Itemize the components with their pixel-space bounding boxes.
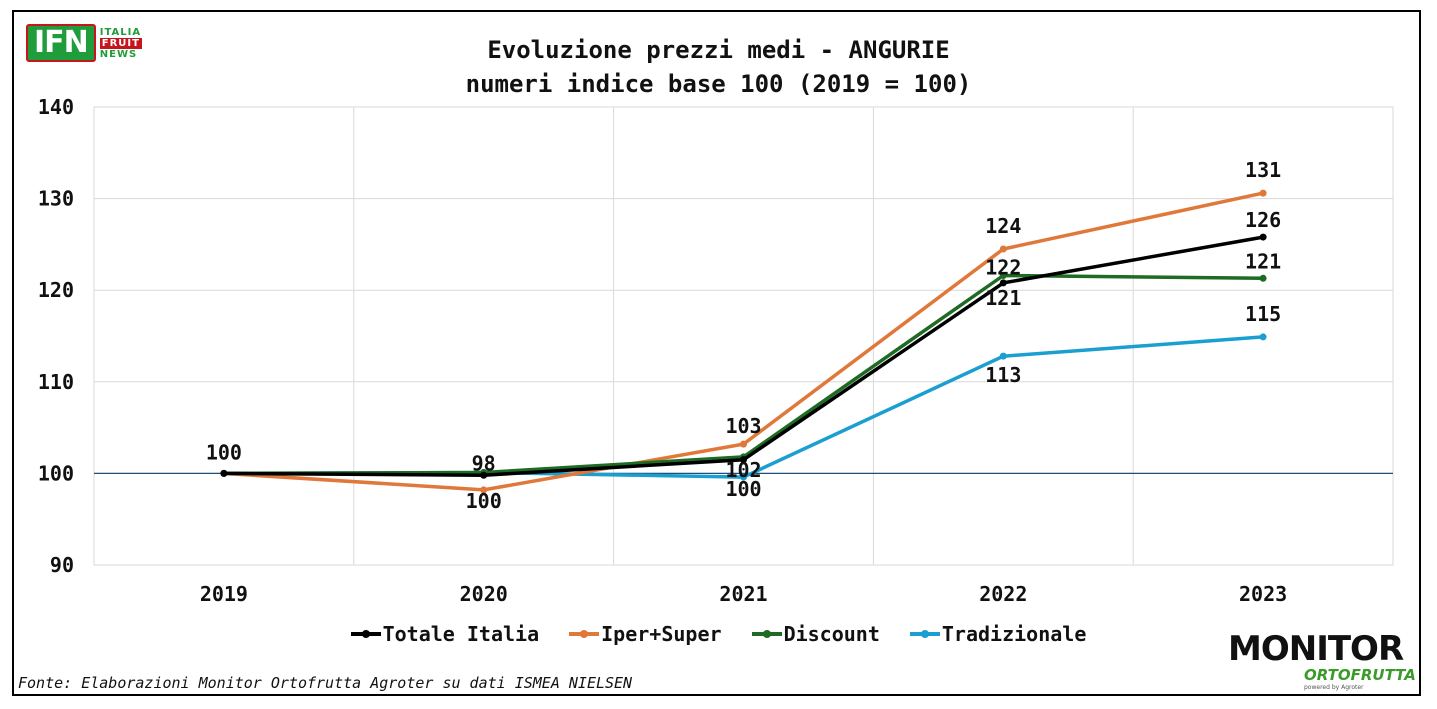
monitor-logo-subtitle: ORTOFRUTTA: [1304, 666, 1416, 684]
y-tick-label-100: 100: [38, 461, 74, 485]
point-discount-2022: [999, 272, 1007, 280]
legend-item-tradizionale: Tradizionale: [909, 622, 1087, 646]
point-totale-italia-2019: [220, 469, 228, 477]
data-label-tradizionale-2022: 113: [985, 363, 1021, 387]
source-note: Fonte: Elaborazioni Monitor Ortofrutta A…: [18, 674, 633, 692]
y-tick-label-120: 120: [38, 278, 74, 302]
legend-item-totale-italia: Totale Italia: [350, 622, 540, 646]
point-iper-super-2022: [999, 245, 1007, 253]
x-tick-label-2022: 2022: [979, 582, 1027, 606]
x-tick-label-2023: 2023: [1239, 582, 1287, 606]
data-label-iper-super-2023: 131: [1245, 158, 1281, 182]
data-label-totale-italia-2022: 121: [985, 286, 1021, 310]
ifn-logo-word-news: NEWS: [99, 48, 138, 60]
point-tradizionale-2021: [740, 473, 747, 481]
ifn-logo-word-italia: ITALIA: [99, 26, 142, 38]
point-totale-italia-2022: [999, 279, 1007, 287]
point-iper-super-2021: [740, 440, 747, 448]
data-label-discount-2020: 98: [472, 451, 496, 475]
legend-label-totale-italia: Totale Italia: [382, 622, 540, 646]
data-label-tradizionale-2023: 115: [1245, 302, 1281, 326]
legend-swatch-totale-italia: [350, 630, 381, 638]
data-label-discount-2022: 122: [985, 256, 1021, 280]
legend-label-discount: Discount: [783, 622, 880, 646]
chart-title: Evoluzione prezzi medi - ANGURIE: [487, 36, 950, 64]
monitor-ortofrutta-logo: MONITOR ORTOFRUTTA powered by Agroter: [1228, 629, 1416, 692]
point-tradizionale-2023: [1259, 333, 1267, 341]
data-label-iper-super-2019: 100: [206, 440, 242, 464]
point-iper-super-2020: [480, 486, 488, 494]
data-label-discount-2023: 121: [1245, 249, 1281, 273]
y-tick-label-90: 90: [50, 553, 74, 577]
point-totale-italia-2023: [1259, 233, 1267, 241]
data-label-iper-super-2020: 100: [466, 489, 502, 513]
legend-swatch-iper-super: [569, 630, 600, 638]
y-tick-label-130: 130: [38, 187, 74, 211]
monitor-logo-title: MONITOR: [1228, 629, 1404, 669]
data-label-iper-super-2021: 103: [725, 414, 761, 438]
ifn-logo: IFN ITALIA FRUIT NEWS: [26, 24, 142, 62]
x-tick-label-2020: 2020: [460, 582, 508, 606]
data-label-totale-italia-2023: 126: [1245, 208, 1281, 232]
x-tick-label-2021: 2021: [719, 582, 767, 606]
point-totale-italia-2020: [480, 471, 488, 479]
x-tick-label-2019: 2019: [200, 582, 248, 606]
point-discount-2023: [1259, 274, 1267, 282]
legend-item-discount: Discount: [751, 622, 880, 646]
legend-label-iper-super: Iper+Super: [601, 622, 722, 646]
point-totale-italia-2021: [740, 456, 747, 464]
y-tick-label-140: 140: [38, 95, 74, 119]
ifn-logo-mark: IFN: [26, 24, 96, 62]
legend-item-iper-super: Iper+Super: [569, 622, 722, 646]
chart-legend: Totale Italia Iper+Super Discount Tradizion…: [0, 622, 1437, 646]
data-label-tradizionale-2021: 100: [725, 477, 761, 501]
point-tradizionale-2022: [999, 352, 1007, 360]
data-label-discount-2021: 102: [725, 458, 761, 482]
ifn-logo-words: ITALIA FRUIT NEWS: [99, 26, 142, 60]
monitor-logo-powered: powered by Agroter: [1304, 684, 1364, 691]
chart-frame: [12, 10, 1421, 696]
legend-swatch-tradizionale: [909, 630, 940, 638]
y-tick-label-110: 110: [38, 370, 74, 394]
point-iper-super-2023: [1259, 189, 1267, 197]
ifn-logo-word-fruit: FRUIT: [99, 37, 142, 49]
chart-subtitle: numeri indice base 100 (2019 = 100): [465, 70, 972, 98]
legend-swatch-discount: [751, 630, 782, 638]
series-line-totale-italia: [222, 235, 1265, 477]
legend-label-tradizionale: Tradizionale: [941, 622, 1087, 646]
data-label-iper-super-2022: 124: [985, 214, 1021, 238]
